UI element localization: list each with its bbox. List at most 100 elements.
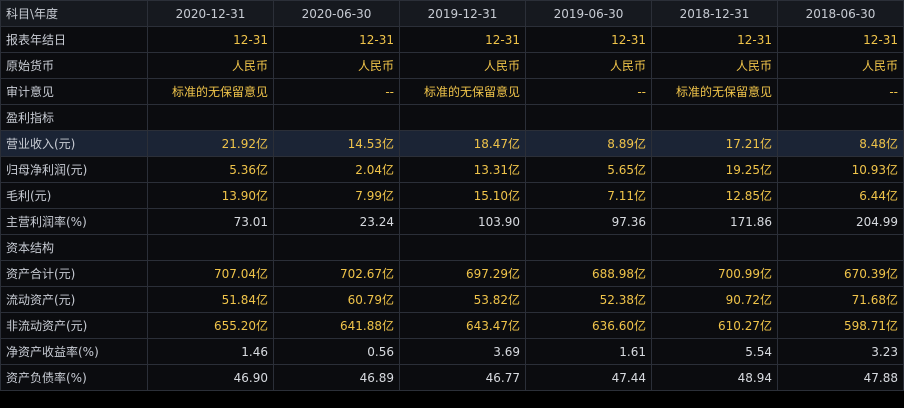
value-cell: 636.60亿 [525, 312, 652, 339]
value-cell: 5.36亿 [147, 156, 274, 183]
value-cell: 5.65亿 [525, 156, 652, 183]
value-cell: 707.04亿 [147, 260, 274, 287]
table-row: 营业收入(元) 21.92亿 14.53亿 18.47亿 8.89亿 17.21亿 8.48… [0, 130, 904, 157]
row-label: 流动资产(元) [0, 286, 148, 313]
value-cell: 655.20亿 [147, 312, 274, 339]
value-cell: 702.67亿 [273, 260, 400, 287]
table-row: 报表年结日 12-31 12-31 12-31 12-31 12-31 12-31 [0, 26, 904, 53]
value-cell: 15.10亿 [399, 182, 526, 209]
financial-summary-table: 科目\年度 2020-12-31 2020-06-30 2019-12-31 2… [0, 0, 904, 391]
period-header[interactable]: 2019-06-30 [525, 0, 652, 27]
value-cell: 71.68亿 [777, 286, 904, 313]
period-header[interactable]: 2018-12-31 [651, 0, 778, 27]
value-cell: 90.72亿 [651, 286, 778, 313]
row-label: 归母净利润(元) [0, 156, 148, 183]
value-cell: 标准的无保留意见 [399, 78, 526, 105]
value-cell: 46.89 [273, 364, 400, 391]
value-cell: 人民币 [273, 52, 400, 79]
value-cell: 48.94 [651, 364, 778, 391]
value-cell: 人民币 [399, 52, 526, 79]
value-cell: 人民币 [777, 52, 904, 79]
value-cell: 标准的无保留意见 [147, 78, 274, 105]
empty-cell [273, 234, 400, 261]
value-cell: 1.61 [525, 338, 652, 365]
value-cell: 0.56 [273, 338, 400, 365]
value-cell: 697.29亿 [399, 260, 526, 287]
empty-cell [399, 104, 526, 131]
row-label: 毛利(元) [0, 182, 148, 209]
value-cell: 204.99 [777, 208, 904, 235]
value-cell: 19.25亿 [651, 156, 778, 183]
section-title: 资本结构 [0, 234, 148, 261]
value-cell: 52.38亿 [525, 286, 652, 313]
value-cell: 12-31 [651, 26, 778, 53]
value-cell: 670.39亿 [777, 260, 904, 287]
row-label: 主营利润率(%) [0, 208, 148, 235]
table-body: 报表年结日 12-31 12-31 12-31 12-31 12-31 12-31 原始货币 人… [0, 26, 904, 391]
value-cell: 3.23 [777, 338, 904, 365]
value-cell: 46.77 [399, 364, 526, 391]
empty-cell [147, 234, 274, 261]
empty-cell [525, 234, 652, 261]
value-cell: 171.86 [651, 208, 778, 235]
value-cell: 12.85亿 [651, 182, 778, 209]
value-cell: 21.92亿 [147, 130, 274, 157]
empty-cell [651, 104, 778, 131]
table-row: 主营利润率(%) 73.01 23.24 103.90 97.36 171.86 204.9… [0, 208, 904, 235]
empty-cell [147, 104, 274, 131]
header-label: 科目\年度 [0, 0, 148, 27]
period-header[interactable]: 2020-06-30 [273, 0, 400, 27]
value-cell: 23.24 [273, 208, 400, 235]
value-cell: 7.11亿 [525, 182, 652, 209]
value-cell: 46.90 [147, 364, 274, 391]
empty-cell [777, 104, 904, 131]
section-header-row: 资本结构 [0, 234, 904, 261]
row-label: 审计意见 [0, 78, 148, 105]
row-label: 营业收入(元) [0, 130, 148, 157]
value-cell: 103.90 [399, 208, 526, 235]
empty-cell [273, 104, 400, 131]
table-row: 归母净利润(元) 5.36亿 2.04亿 13.31亿 5.65亿 19.25亿 10.93… [0, 156, 904, 183]
value-cell: 688.98亿 [525, 260, 652, 287]
row-label: 资产合计(元) [0, 260, 148, 287]
section-title: 盈利指标 [0, 104, 148, 131]
value-cell: 8.89亿 [525, 130, 652, 157]
table-row: 资产负债率(%) 46.90 46.89 46.77 47.44 48.94 47.88 [0, 364, 904, 391]
value-cell: -- [273, 78, 400, 105]
table-row: 流动资产(元) 51.84亿 60.79亿 53.82亿 52.38亿 90.72亿 71.… [0, 286, 904, 313]
table-row: 毛利(元) 13.90亿 7.99亿 15.10亿 7.11亿 12.85亿 6.44亿 [0, 182, 904, 209]
value-cell: 12-31 [273, 26, 400, 53]
value-cell: 14.53亿 [273, 130, 400, 157]
row-label: 资产负债率(%) [0, 364, 148, 391]
value-cell: 51.84亿 [147, 286, 274, 313]
value-cell: 13.90亿 [147, 182, 274, 209]
value-cell: 12-31 [525, 26, 652, 53]
table-row: 审计意见 标准的无保留意见 -- 标准的无保留意见 -- 标准的无保留意见 -- [0, 78, 904, 105]
header-row: 科目\年度 2020-12-31 2020-06-30 2019-12-31 2… [0, 0, 904, 27]
table-row: 原始货币 人民币 人民币 人民币 人民币 人民币 人民币 [0, 52, 904, 79]
value-cell: 13.31亿 [399, 156, 526, 183]
value-cell: 47.88 [777, 364, 904, 391]
value-cell: 7.99亿 [273, 182, 400, 209]
value-cell: 18.47亿 [399, 130, 526, 157]
row-label: 原始货币 [0, 52, 148, 79]
period-header[interactable]: 2020-12-31 [147, 0, 274, 27]
empty-cell [777, 234, 904, 261]
value-cell: -- [525, 78, 652, 105]
value-cell: 641.88亿 [273, 312, 400, 339]
value-cell: 97.36 [525, 208, 652, 235]
value-cell: 700.99亿 [651, 260, 778, 287]
value-cell: 12-31 [777, 26, 904, 53]
value-cell: 60.79亿 [273, 286, 400, 313]
value-cell: 10.93亿 [777, 156, 904, 183]
empty-cell [525, 104, 652, 131]
empty-cell [651, 234, 778, 261]
value-cell: 2.04亿 [273, 156, 400, 183]
period-header[interactable]: 2018-06-30 [777, 0, 904, 27]
value-cell: 标准的无保留意见 [651, 78, 778, 105]
value-cell: 598.71亿 [777, 312, 904, 339]
value-cell: 53.82亿 [399, 286, 526, 313]
value-cell: -- [777, 78, 904, 105]
value-cell: 73.01 [147, 208, 274, 235]
period-header[interactable]: 2019-12-31 [399, 0, 526, 27]
